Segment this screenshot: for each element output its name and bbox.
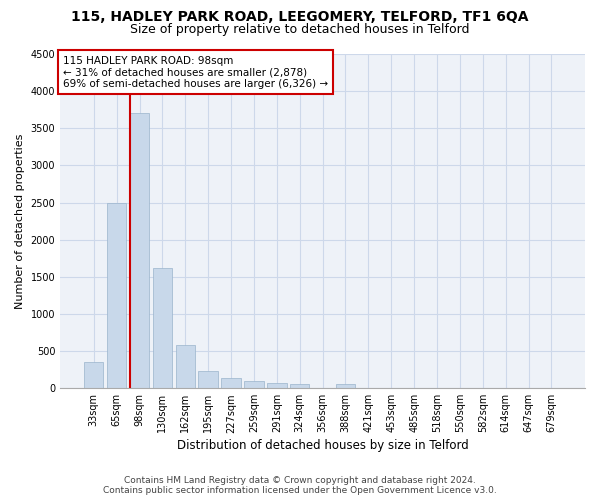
Text: 115, HADLEY PARK ROAD, LEEGOMERY, TELFORD, TF1 6QA: 115, HADLEY PARK ROAD, LEEGOMERY, TELFOR… <box>71 10 529 24</box>
Bar <box>130 114 149 388</box>
Bar <box>107 202 127 388</box>
Text: 115 HADLEY PARK ROAD: 98sqm
← 31% of detached houses are smaller (2,878)
69% of : 115 HADLEY PARK ROAD: 98sqm ← 31% of det… <box>63 56 328 89</box>
Bar <box>176 345 195 388</box>
Bar <box>221 378 241 388</box>
Bar <box>152 268 172 388</box>
Bar <box>336 384 355 388</box>
Text: Size of property relative to detached houses in Telford: Size of property relative to detached ho… <box>130 22 470 36</box>
Y-axis label: Number of detached properties: Number of detached properties <box>15 134 25 309</box>
Text: Contains HM Land Registry data © Crown copyright and database right 2024.
Contai: Contains HM Land Registry data © Crown c… <box>103 476 497 495</box>
Bar <box>244 381 263 388</box>
Bar <box>290 384 310 388</box>
X-axis label: Distribution of detached houses by size in Telford: Distribution of detached houses by size … <box>177 440 469 452</box>
Bar <box>199 371 218 388</box>
Bar <box>84 362 103 388</box>
Bar <box>267 383 287 388</box>
